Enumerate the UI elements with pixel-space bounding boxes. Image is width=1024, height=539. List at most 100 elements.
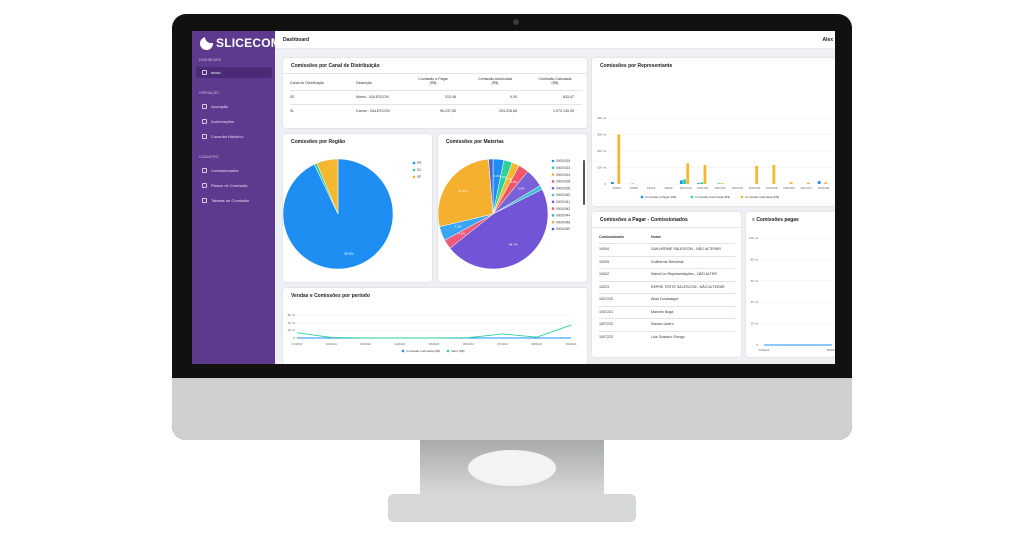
materias-card: Comissões por Materias 3.2% 00000018 2.5% 0…	[438, 134, 587, 282]
y-tick-label: 20 mi	[751, 322, 759, 326]
bar	[686, 163, 690, 184]
divider	[592, 227, 741, 228]
bar	[611, 182, 614, 184]
cell: 833,47	[563, 95, 574, 99]
legend-label: 00000049	[556, 227, 570, 231]
legend-label: 00000028	[556, 180, 570, 184]
sidebar-section-operacao: Operação	[199, 91, 219, 95]
col-nome: Nome	[651, 235, 661, 239]
cell: 313,48	[445, 95, 456, 99]
legend-dot	[740, 195, 744, 199]
legend-dot	[412, 161, 416, 165]
slice-label: 2.2%	[505, 177, 512, 181]
legend-label: SC	[417, 168, 422, 172]
row-divider	[599, 268, 735, 269]
cell: 10004	[599, 247, 609, 251]
user-name[interactable]: Alex	[822, 37, 833, 43]
sidebar-item-consulta-historico[interactable]: Consulta Histórico	[196, 131, 272, 142]
x-tick-label: 01/2024	[292, 342, 303, 346]
cell: Carros - SALESCON	[356, 109, 390, 113]
logo-text: SLICECOM	[216, 36, 281, 50]
legend-label: 00000044	[556, 214, 570, 218]
bar	[772, 165, 776, 184]
legend-dot	[412, 168, 416, 172]
x-tick-label: 09/2024	[566, 342, 577, 346]
legend-label: PR	[417, 161, 422, 165]
col-comissao-autorizada: Comissão Autorizada (R$)	[478, 77, 512, 85]
regiao-pie-chart: PR SC SP 92.9%	[283, 158, 422, 270]
sidebar-item-comissionados[interactable]: Comissionados	[196, 165, 272, 176]
sidebar-item-autorizacoes[interactable]: Autorizações	[196, 116, 272, 127]
x-tick-label: 08/2024	[827, 348, 835, 352]
comissionados-title: Comissões a Pagar - Comissionados	[600, 217, 688, 223]
legend-label: 00000035	[556, 186, 570, 190]
col-descricao: Descrição	[356, 81, 372, 85]
cell: 1007220	[599, 297, 613, 301]
representante-card: Comissões por Representante 400 mi 300 mi…	[592, 58, 835, 206]
sidebar-item-planos-comissao[interactable]: Planos de Comissão	[196, 180, 272, 191]
cell: Allan Dohausque	[651, 297, 679, 301]
slice-label: 2.8%	[458, 232, 465, 236]
cell: 10023	[599, 284, 609, 289]
bar	[817, 181, 821, 184]
menu-icon[interactable]: ≡	[752, 217, 757, 223]
x-tick-label: 02/2024	[759, 348, 770, 352]
row-divider	[599, 293, 735, 294]
cell: Luiz Gustavo Giongo	[651, 334, 685, 339]
materias-pie-chart: 3.2% 00000018 2.5% 00000023 2.2% 00000024 3.0%…	[438, 158, 585, 270]
legend-label: 00000041	[556, 200, 570, 204]
canal-table: Canal de Distribuição Descrição Comissão…	[290, 76, 582, 128]
pagas-title: ≡ Comissões pagas	[752, 217, 799, 223]
y-tick-label: 300 mi	[597, 133, 606, 137]
x-tick-label: 10005	[630, 186, 639, 190]
cell: 0,00	[510, 95, 517, 99]
comissionados-card: Comissões a Pagar - Comissionados Comiss…	[592, 212, 741, 357]
cell: 10005	[599, 259, 609, 264]
bar	[703, 165, 707, 184]
bar	[806, 182, 810, 184]
cell: REPRE TESTE SALESCON - NÃO ALTERAR	[651, 284, 725, 289]
y-tick-label: 100 mi	[597, 166, 606, 170]
legend-dot	[551, 166, 555, 170]
x-tick-label: 1007225	[766, 186, 778, 190]
x-tick-label: 1007223	[731, 186, 743, 190]
legend-dot	[446, 349, 450, 353]
x-tick-label: 1007227	[800, 186, 812, 190]
bar	[720, 183, 724, 184]
y-tick-label: 80 mi	[288, 313, 296, 317]
row-divider	[290, 90, 582, 91]
x-tick-label: 04/2024	[394, 342, 405, 346]
x-tick-label: 03/2024	[360, 342, 371, 346]
document-icon	[202, 119, 207, 124]
x-tick-label: 10023	[664, 186, 673, 190]
bar	[679, 180, 683, 184]
series-line	[296, 324, 572, 339]
y-tick-label: 100 mi	[749, 236, 758, 240]
legend-dot	[551, 159, 555, 163]
sidebar-item-apuracao[interactable]: Apuração	[196, 101, 272, 112]
legend-label: 00000042	[556, 207, 570, 211]
slice-label: 46.7%	[509, 243, 518, 247]
app-logo[interactable]: SLICECOM	[200, 35, 281, 51]
sidebar-item-inicio[interactable]: Início	[196, 67, 272, 78]
col-comissionado: Comissionado	[599, 235, 624, 239]
y-tick-label: 60 mi	[751, 279, 759, 283]
sidebar-item-tabelas-comissao[interactable]: Tabelas de Comissão	[196, 195, 272, 206]
row-divider	[599, 280, 735, 281]
page-title: Dashboard	[283, 37, 310, 43]
sidebar-section-dashboard: Dashboard	[199, 58, 222, 62]
bar	[683, 179, 686, 184]
slicecom-logo-icon	[200, 36, 213, 50]
bar	[789, 182, 793, 184]
bar	[617, 134, 621, 184]
x-tick-label: 07/2024	[497, 342, 508, 346]
legend-label: Comissão Calculada (R$)	[745, 195, 779, 199]
cell: 1007221	[599, 309, 613, 314]
x-tick-label: 1007224	[749, 186, 761, 190]
divider	[283, 73, 587, 74]
row-divider	[599, 318, 735, 319]
y-tick-label: 0	[293, 336, 295, 340]
cell: Ramon Linero	[651, 322, 674, 326]
sidebar: SLICECOM Dashboard Início Operação Apura…	[192, 31, 281, 364]
x-tick-label: 10004	[612, 186, 621, 190]
